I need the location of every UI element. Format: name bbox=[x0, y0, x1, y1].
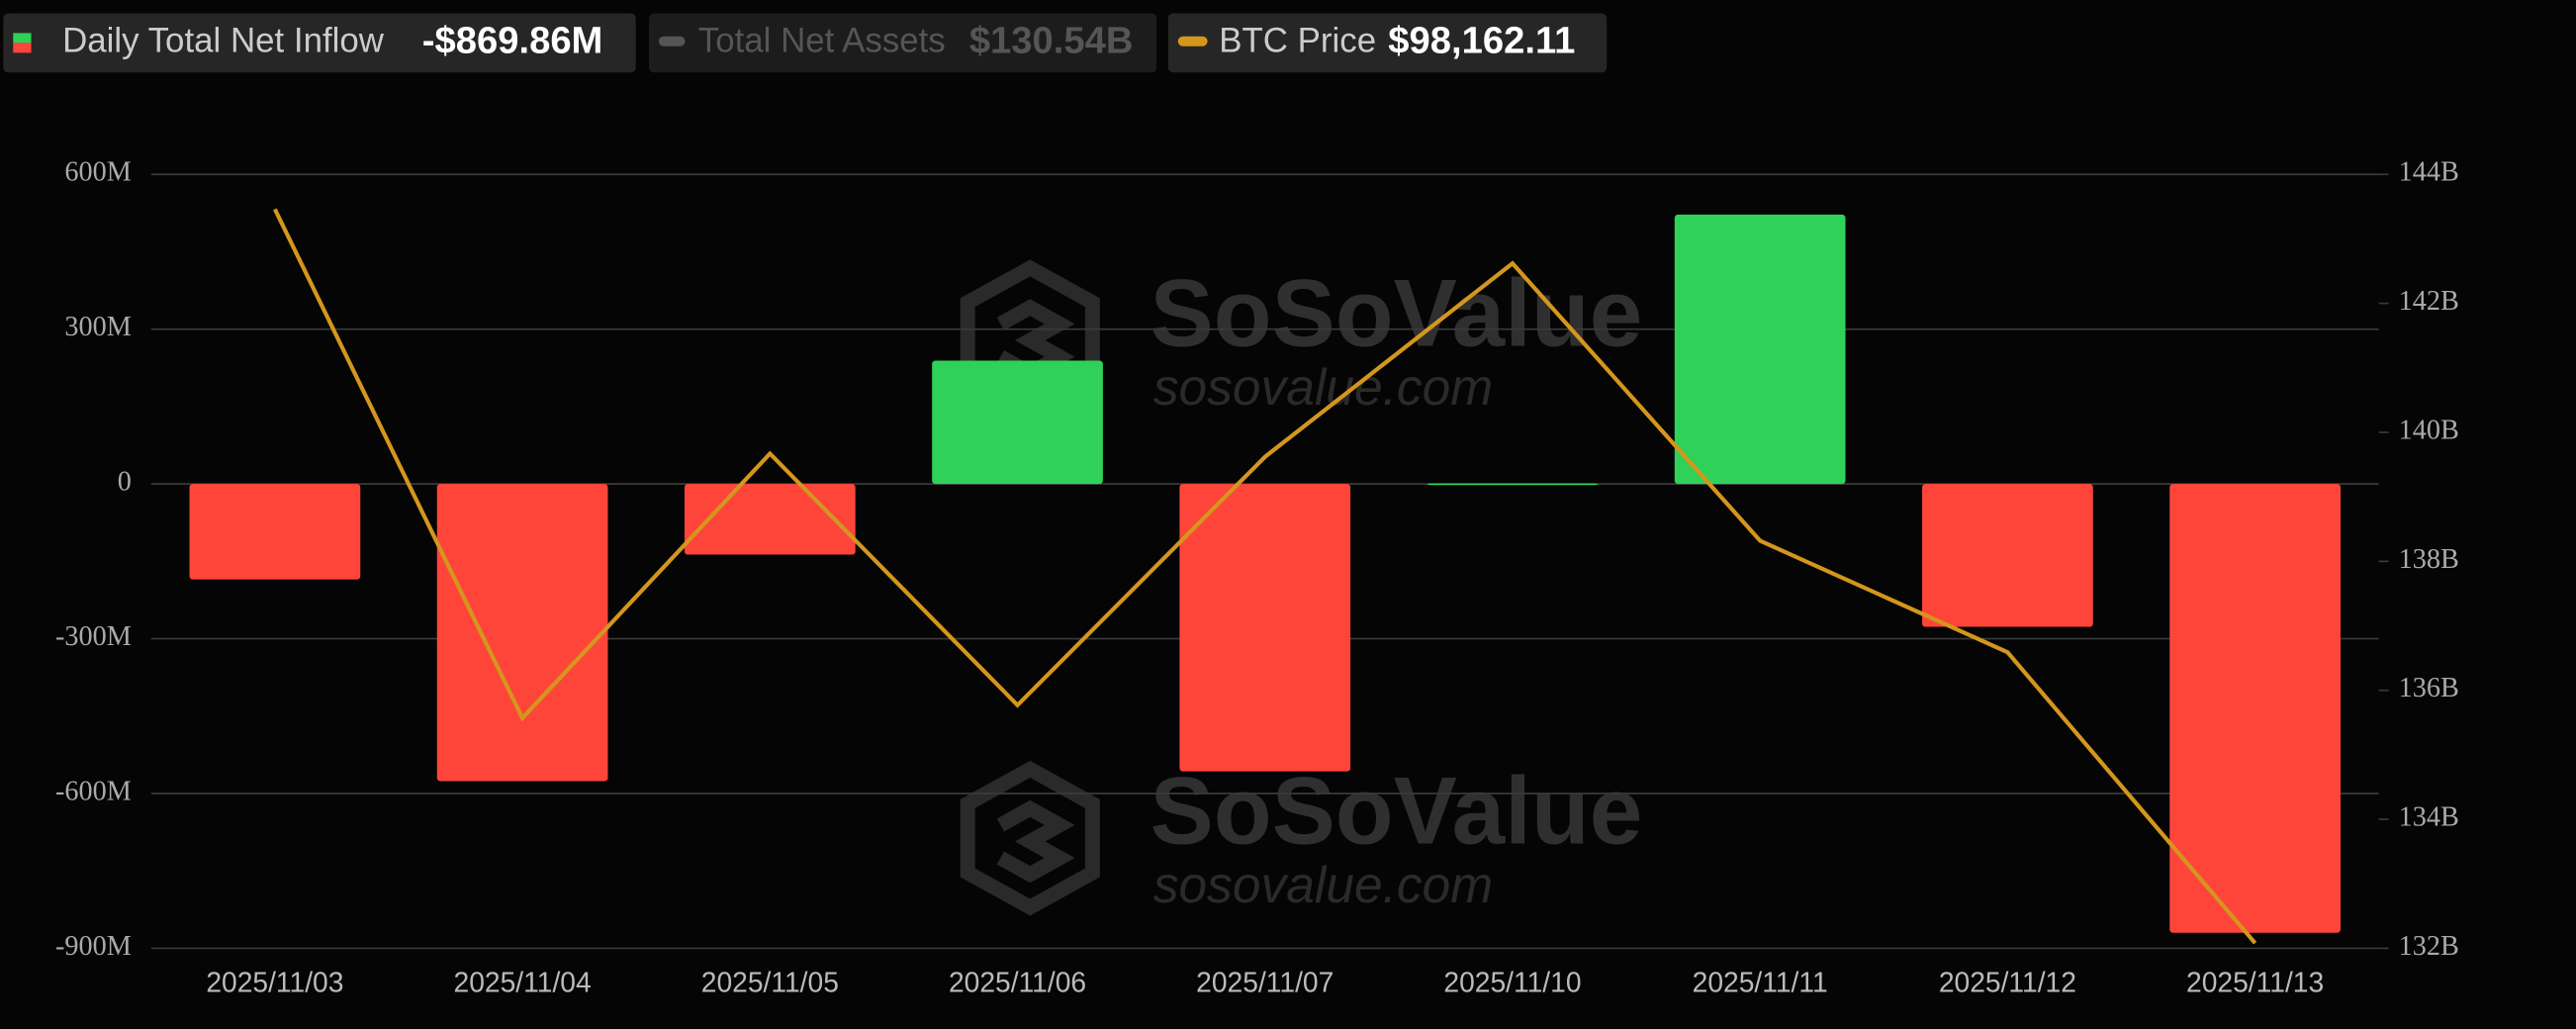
x-tick-label: 2025/11/06 bbox=[949, 966, 1086, 997]
plot: -900M -600M -300M 0 300M 600M 132B 134B 136B 138B… bbox=[55, 157, 2459, 998]
bar bbox=[1922, 484, 2093, 627]
y2-tick-label: 134B bbox=[2399, 802, 2459, 833]
legend-icon bbox=[13, 33, 32, 44]
watermark-brand: SoSoValue bbox=[1150, 759, 1643, 865]
y-tick-label: -900M bbox=[55, 931, 132, 962]
legend-chip[interactable] bbox=[1167, 13, 1608, 73]
legend-label: Daily Total Net Inflow bbox=[62, 22, 385, 60]
watermark-site: sosovalue.com bbox=[1153, 358, 1493, 416]
y2-tick-label: 132B bbox=[2399, 931, 2459, 962]
x-tick-label: 2025/11/03 bbox=[206, 966, 343, 997]
legend-chip[interactable] bbox=[3, 13, 636, 73]
y2-tick-label: 136B bbox=[2399, 673, 2459, 703]
bar bbox=[932, 360, 1103, 485]
watermark-logo bbox=[960, 760, 1100, 916]
legend: Daily Total Net Inflow -$869.86M Total N… bbox=[3, 13, 1608, 73]
x-tick-label: 2025/11/04 bbox=[454, 966, 592, 997]
bar bbox=[1179, 484, 1351, 772]
line bbox=[273, 208, 2257, 945]
x-tick-label: 2025/11/07 bbox=[1196, 966, 1334, 997]
bar bbox=[2169, 484, 2341, 933]
legend-value: $130.54B bbox=[969, 19, 1134, 61]
x-tick-label: 2025/11/10 bbox=[1443, 966, 1581, 997]
legend-label: BTC Price bbox=[1219, 22, 1376, 60]
y-tick-label: 300M bbox=[64, 312, 131, 342]
bar bbox=[1426, 483, 1599, 486]
x-tick-label: 2025/11/12 bbox=[1939, 966, 2076, 997]
y2-tick-label: 140B bbox=[2399, 415, 2459, 445]
y-tick-label: -600M bbox=[55, 776, 132, 806]
x-tick-label: 2025/11/13 bbox=[2186, 966, 2324, 997]
y2-tick-label: 142B bbox=[2399, 286, 2459, 317]
legend-icon bbox=[13, 43, 32, 53]
y-tick-label: -300M bbox=[55, 621, 132, 652]
watermark: SoSoValue sosovalue.com SoSoValue sosova… bbox=[960, 259, 1643, 916]
bar bbox=[436, 484, 608, 782]
legend-chip[interactable] bbox=[648, 13, 1157, 73]
y-tick-label: 600M bbox=[64, 157, 131, 188]
legend-value: $98,162.11 bbox=[1388, 19, 1575, 61]
watermark-site: sosovalue.com bbox=[1153, 856, 1493, 913]
x-tick-label: 2025/11/11 bbox=[1693, 966, 1828, 997]
legend-icon bbox=[658, 36, 686, 47]
watermark-brand: SoSoValue bbox=[1150, 260, 1643, 366]
legend-value: -$869.86M bbox=[422, 19, 603, 61]
y2-tick-label: 144B bbox=[2399, 157, 2459, 188]
y-tick-label: 0 bbox=[118, 467, 132, 498]
bar bbox=[1674, 214, 1846, 485]
legend-icon bbox=[1177, 36, 1208, 47]
legend-label: Total Net Assets bbox=[698, 22, 946, 60]
x-tick-label: 2025/11/05 bbox=[701, 966, 839, 997]
bar bbox=[189, 484, 361, 580]
y2-tick-label: 138B bbox=[2399, 544, 2459, 575]
